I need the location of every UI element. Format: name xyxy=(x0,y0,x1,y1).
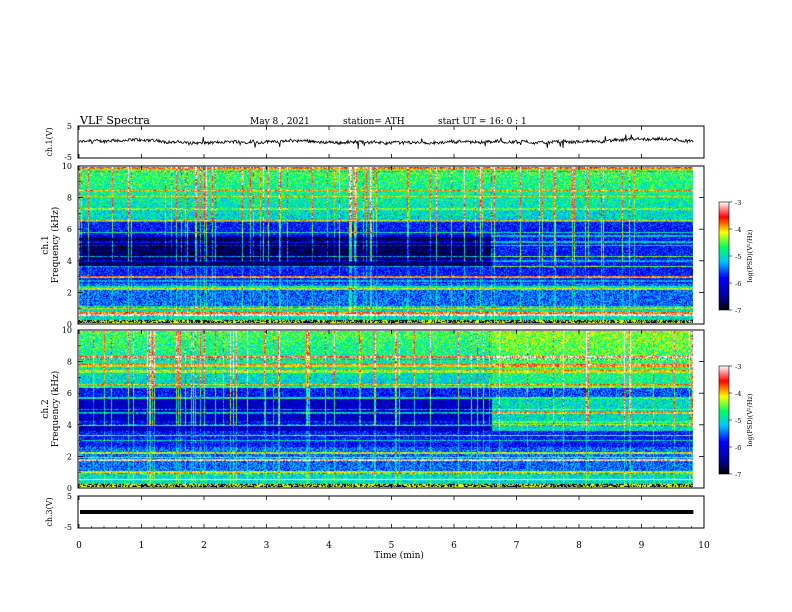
colorbar-tick-label: -6 xyxy=(735,444,741,452)
time-tick-label: 8 xyxy=(576,541,582,551)
colorbar-tick-label: -5 xyxy=(735,253,741,261)
colorbar-tick-label: -3 xyxy=(735,199,741,207)
ch2-colorbar-bar xyxy=(718,365,730,475)
time-tick-label: 3 xyxy=(264,541,270,551)
ch3-voltage-ylabel: ch.3(V) xyxy=(45,497,54,526)
start-time-label: start UT = 16: 0 : 1 xyxy=(438,117,527,127)
ch3-voltage-frame xyxy=(77,495,705,529)
ch1-frequency-ticks: 0 2 4 6 8 10 xyxy=(62,162,704,329)
ch1-voltage-frame xyxy=(77,125,705,159)
ch3-ytick-top: 5 xyxy=(67,492,72,501)
ch3-ytick-bottom: -5 xyxy=(64,523,72,532)
colorbar-tick-label: -5 xyxy=(735,417,741,425)
time-tick-label: 5 xyxy=(389,541,395,551)
ch1-colorbar: -3 -4 -5 -6 -7 log(PSD)(V²/Hz) xyxy=(718,199,754,315)
ch1-colorbar-label: log(PSD)(V²/Hz) xyxy=(746,229,754,282)
ch1-ytick-bottom: -5 xyxy=(64,153,72,162)
ch1-spectrogram-image xyxy=(79,167,693,323)
frequency-tick-label: 10 xyxy=(62,162,72,171)
ch1-ylabel-channel: ch.1 xyxy=(41,235,51,254)
ch1-spectrogram-panel: 0 2 4 6 8 10 ch.1 Frequency (kHz) xyxy=(41,162,705,329)
frequency-tick-label: 2 xyxy=(67,452,72,461)
frequency-tick-label: 8 xyxy=(67,358,72,367)
time-tick-label: 9 xyxy=(639,541,645,551)
ch2-colorbar: -3 -4 -5 -6 -7 log(PSD)(V²/Hz) xyxy=(718,363,754,479)
ch2-spectrogram-panel: 0 2 4 6 8 10 ch.2 Frequency (kHz) xyxy=(41,326,705,493)
time-tick-label: 4 xyxy=(326,541,332,551)
colorbar-tick-label: -7 xyxy=(735,471,741,479)
frequency-tick-label: 0 xyxy=(67,320,72,329)
time-axis: 0 1 2 3 4 5 6 7 8 9 10 xyxy=(76,126,710,551)
frequency-tick-label: 6 xyxy=(67,389,72,398)
frequency-tick-label: 0 xyxy=(67,484,72,493)
frequency-tick-label: 4 xyxy=(67,421,72,430)
date-label: May 8 , 2021 xyxy=(250,117,310,127)
time-tick-label: 1 xyxy=(139,541,145,551)
ch1-voltage-ylabel: ch.1(V) xyxy=(45,127,54,156)
ch3-voltage-trace xyxy=(80,510,694,514)
time-tick-label: 7 xyxy=(514,541,520,551)
time-tick-label: 0 xyxy=(76,541,82,551)
ch1-voltage-panel: 5 -5 ch.1(V) xyxy=(45,122,705,162)
frequency-tick-label: 4 xyxy=(67,257,72,266)
ch2-colorbar-label: log(PSD)(V²/Hz) xyxy=(746,393,754,446)
station-label: station= ATH xyxy=(343,117,405,127)
frequency-tick-label: 6 xyxy=(67,225,72,234)
time-tick-label: 10 xyxy=(698,541,710,551)
ch2-spectrogram-image xyxy=(79,331,693,487)
time-axis-label: Time (min) xyxy=(374,550,424,561)
figure-title: VLF Spectra xyxy=(79,114,150,127)
ch1-ylabel-frequency: Frequency (kHz) xyxy=(50,207,61,284)
ch2-frequency-ticks: 0 2 4 6 8 10 xyxy=(62,326,704,493)
time-tick-label: 6 xyxy=(451,541,457,551)
ch1-colorbar-ticks: -3 -4 -5 -6 -7 xyxy=(729,199,741,315)
ch1-colorbar-bar xyxy=(718,201,730,311)
frequency-tick-label: 2 xyxy=(67,288,72,297)
colorbar-tick-label: -3 xyxy=(735,363,741,371)
frequency-tick-label: 10 xyxy=(62,326,72,335)
frequency-tick-label: 8 xyxy=(67,194,72,203)
colorbar-tick-label: -4 xyxy=(735,226,741,234)
ch2-ylabel-frequency: Frequency (kHz) xyxy=(50,371,61,448)
time-tick-label: 2 xyxy=(201,541,207,551)
colorbar-tick-label: -7 xyxy=(735,307,741,315)
ch2-colorbar-ticks: -3 -4 -5 -6 -7 xyxy=(729,363,741,479)
ch3-voltage-panel: 5 -5 ch.3(V) xyxy=(45,492,705,532)
colorbar-tick-label: -6 xyxy=(735,280,741,288)
colorbar-tick-label: -4 xyxy=(735,390,741,398)
ch2-ylabel-channel: ch.2 xyxy=(41,399,51,418)
ch1-voltage-trace xyxy=(78,134,694,150)
ch1-ytick-top: 5 xyxy=(67,122,72,131)
